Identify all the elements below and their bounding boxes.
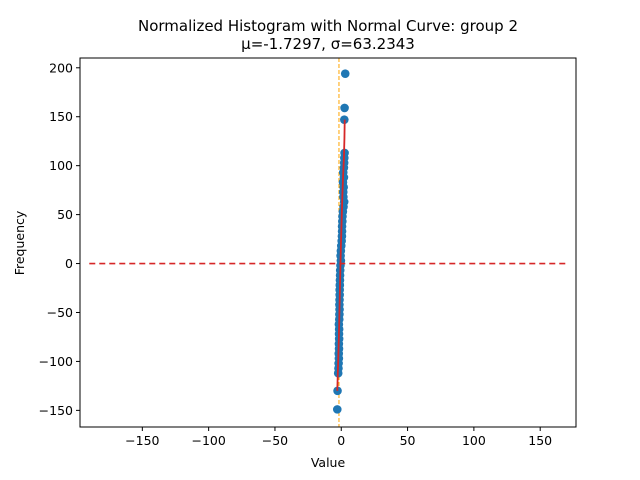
y-tick-label: 100 bbox=[49, 158, 73, 173]
y-tick-label: 200 bbox=[49, 60, 73, 75]
y-tick-label: −50 bbox=[47, 305, 73, 320]
chart-title: Normalized Histogram with Normal Curve: … bbox=[138, 17, 518, 35]
normal-curve bbox=[336, 119, 346, 391]
x-tick-label: −150 bbox=[125, 433, 159, 448]
x-tick-label: −100 bbox=[191, 433, 225, 448]
y-axis-label: Frequency bbox=[12, 210, 27, 275]
x-axis-label: Value bbox=[311, 455, 346, 470]
data-point bbox=[340, 69, 350, 78]
data-point bbox=[332, 405, 342, 414]
chart-subtitle: μ=-1.7297, σ=63.2343 bbox=[241, 35, 415, 53]
x-axis: −150 −100 −50 0 50 100 150 bbox=[125, 427, 552, 448]
y-tick-label: −100 bbox=[39, 354, 73, 369]
y-tick-label: 150 bbox=[49, 109, 73, 124]
y-tick-label: −150 bbox=[39, 403, 73, 418]
x-tick-label: 50 bbox=[400, 433, 416, 448]
x-tick-label: 100 bbox=[462, 433, 486, 448]
data-point bbox=[340, 103, 349, 113]
x-tick-label: −50 bbox=[262, 433, 288, 448]
y-tick-label: 50 bbox=[57, 207, 73, 222]
plot-frame bbox=[79, 57, 577, 428]
x-tick-label: 150 bbox=[528, 433, 552, 448]
x-tick-label: 0 bbox=[337, 433, 345, 448]
y-tick-label: 0 bbox=[65, 256, 73, 271]
y-axis: −150 −100 −50 0 50 100 150 200 bbox=[39, 60, 80, 418]
plot-area bbox=[89, 58, 567, 427]
